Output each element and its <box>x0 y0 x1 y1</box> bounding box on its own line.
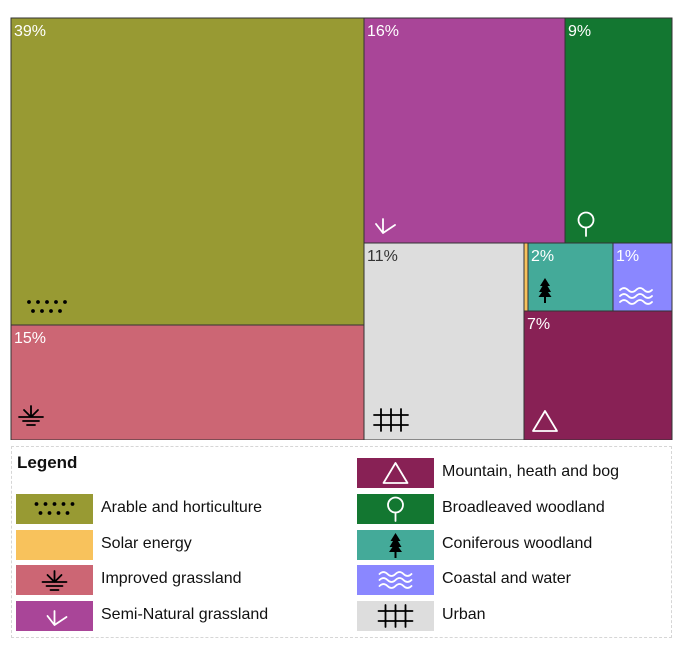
legend-swatch-solar <box>16 529 93 560</box>
legend-label-coniferous: Coniferous woodland <box>442 534 593 552</box>
legend-swatch-improved <box>16 565 93 595</box>
legend-label-improved: Improved grassland <box>101 570 242 587</box>
legend-box <box>11 446 672 638</box>
legend-item-broadleaved: Broadleaved woodland <box>357 493 677 524</box>
legend-swatch-mountain <box>357 458 434 488</box>
tile-rect-improved <box>10 324 365 440</box>
waves-icon <box>378 571 413 590</box>
tile-rect-coniferous <box>527 242 614 312</box>
tile-improved: 15% <box>10 324 365 440</box>
tile-label-urban: 11% <box>367 248 398 265</box>
tile-rect-urban <box>363 242 525 440</box>
triangle-icon <box>532 410 558 432</box>
treemap-chart: 39% 15% 16% 9% 11% 2% 1% 7% <box>10 17 673 440</box>
pine-tree-icon <box>389 532 402 558</box>
round-tree-icon <box>577 211 595 237</box>
tile-label-broadleaved: 9% <box>568 23 591 40</box>
legend-label-solar: Solar energy <box>101 534 192 552</box>
dots-icon <box>27 300 67 313</box>
legend-label-arable: Arable and horticulture <box>101 499 262 516</box>
tile-label-improved: 15% <box>14 330 46 347</box>
tile-seminatural: 16% <box>363 17 566 244</box>
legend-label-mountain: Mountain, heath and bog <box>442 463 620 480</box>
tile-broadleaved: 9% <box>564 17 673 244</box>
tile-solar <box>523 242 529 312</box>
tile-rect-seminatural <box>363 17 566 244</box>
grass-sprig-icon <box>375 218 396 234</box>
legend-item-solar: Solar energy <box>16 529 336 560</box>
legend-item-seminatural: Semi-Natural grassland <box>16 600 336 631</box>
tile-urban: 11% <box>363 242 525 440</box>
legend-item-mountain: Mountain, heath and bog <box>357 458 677 488</box>
legend-item-arable: Arable and horticulture <box>16 494 336 524</box>
grass-marsh-icon <box>41 570 68 591</box>
legend-label-broadleaved: Broadleaved woodland <box>442 498 605 516</box>
grid-hash-icon <box>373 408 409 432</box>
legend-label-urban: Urban <box>442 606 486 624</box>
tile-label-coastal: 1% <box>616 248 639 265</box>
tile-mountain: 7% <box>523 310 673 440</box>
dots-icon <box>34 502 75 515</box>
tile-arable: 39% <box>10 17 365 326</box>
grass-marsh-icon <box>18 405 44 426</box>
tile-label-mountain: 7% <box>527 316 550 333</box>
tile-label-coniferous: 2% <box>531 248 554 265</box>
grid-hash-icon <box>377 604 414 629</box>
pine-tree-icon <box>538 278 552 303</box>
tile-coniferous: 2% <box>527 242 614 312</box>
waves-icon <box>619 287 653 305</box>
legend-item-coniferous: Coniferous woodland <box>357 529 677 560</box>
legend-swatch-urban <box>357 601 434 632</box>
triangle-icon <box>382 462 409 484</box>
legend-swatch-coastal <box>357 565 434 596</box>
legend-item-improved: Improved grassland <box>16 565 336 595</box>
legend-label-seminatural: Semi-Natural grassland <box>101 605 269 623</box>
tile-rect-solar <box>523 242 529 312</box>
legend-swatch-arable <box>16 494 93 524</box>
legend-label-coastal: Coastal and water <box>442 570 571 588</box>
legend-item-coastal: Coastal and water <box>357 565 677 596</box>
tile-coastal: 1% <box>612 242 673 312</box>
legend-title: Legend <box>17 453 78 472</box>
grass-sprig-icon <box>46 609 68 626</box>
legend-swatch-seminatural <box>16 600 93 631</box>
legend-swatch-broadleaved <box>357 493 434 524</box>
legend-item-urban: Urban <box>357 601 677 632</box>
tile-rect-arable <box>10 17 365 326</box>
legend-swatch-coniferous <box>357 529 434 560</box>
tile-label-arable: 39% <box>14 23 46 40</box>
tile-label-seminatural: 16% <box>367 23 399 40</box>
round-tree-icon <box>387 496 404 522</box>
tile-rect-broadleaved <box>564 17 673 244</box>
